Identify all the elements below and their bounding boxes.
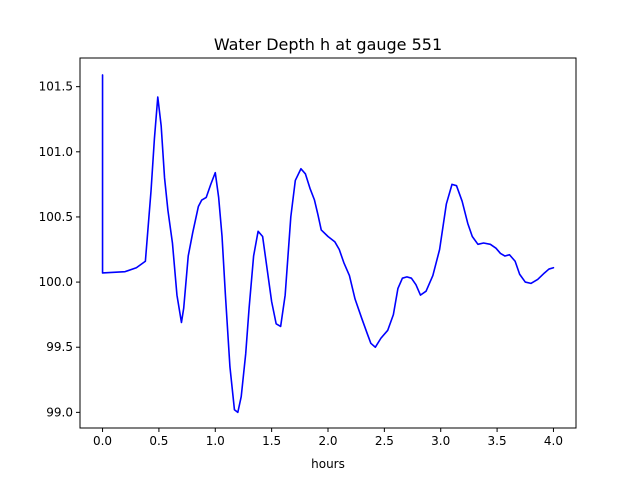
plot-area-frame (79, 57, 577, 429)
x-tick-label: 0.0 (93, 434, 112, 448)
y-tick-label: 100.5 (39, 210, 73, 224)
x-tick-label: 0.5 (149, 434, 168, 448)
x-tick-label: 1.0 (206, 434, 225, 448)
chart-title: Water Depth h at gauge 551 (214, 35, 442, 54)
x-tick-label: 2.5 (375, 434, 394, 448)
x-tick-label: 3.5 (488, 434, 507, 448)
x-tick-label: 3.0 (431, 434, 450, 448)
x-axis: 0.0 0.5 1.0 1.5 2.0 2.5 3.0 3.5 4.0 (93, 428, 563, 448)
y-tick-label: 99.0 (46, 405, 73, 419)
y-tick-label: 101.5 (39, 80, 73, 94)
x-tick-label: 1.5 (262, 434, 281, 448)
series-layer (101, 74, 555, 414)
y-axis: 99.0 99.5 100.0 100.5 101.0 101.5 (39, 80, 80, 419)
y-tick-label: 100.0 (39, 275, 73, 289)
y-tick-label: 101.0 (39, 145, 73, 159)
x-tick-label: 4.0 (544, 434, 563, 448)
x-tick-label: 2.0 (318, 434, 337, 448)
y-tick-label: 99.5 (46, 340, 73, 354)
series-line-water-depth (101, 74, 555, 414)
x-axis-label: hours (311, 457, 345, 471)
